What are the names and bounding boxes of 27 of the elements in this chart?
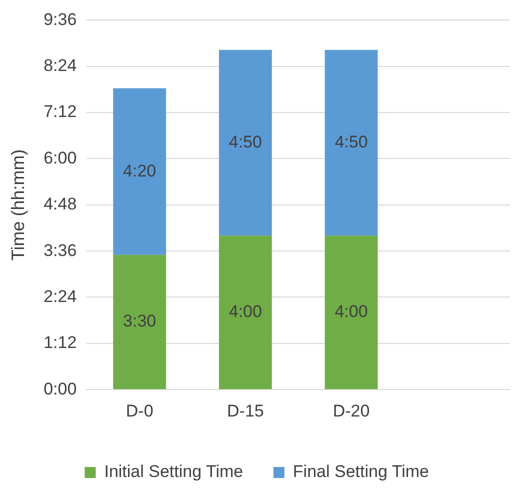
data-label: 4:00 [334, 302, 368, 322]
legend-label: Final Setting Time [292, 462, 429, 482]
y-tick-label: 2:24 [44, 286, 77, 306]
bar [324, 236, 378, 390]
y-tick-label: 3:36 [44, 240, 77, 260]
data-label: 4:50 [228, 132, 262, 152]
bar [324, 50, 378, 236]
bar [218, 50, 272, 236]
data-label: 4:20 [123, 161, 156, 180]
data-label: 3:30 [123, 312, 156, 331]
x-tick-label: D-15 [227, 401, 264, 420]
y-tick-label: 1:12 [44, 333, 77, 352]
x-tick-label: D-0 [126, 401, 154, 420]
y-tick-label: 7:12 [44, 102, 77, 122]
y-tick-label: 4:48 [44, 194, 77, 214]
x-tick-label: D-20 [332, 401, 370, 420]
legend-label: Initial Setting Time [104, 462, 244, 482]
data-label: 4:00 [228, 302, 262, 322]
y-tick-label: 6:00 [44, 148, 77, 168]
bar [113, 88, 166, 255]
bar [113, 254, 166, 390]
bar [218, 236, 272, 390]
y-tick-label: 9:36 [44, 10, 77, 29]
y-tick-label: 0:00 [44, 379, 77, 398]
data-label: 4:50 [334, 132, 368, 152]
y-axis-title: Time (hh:mm) [8, 149, 28, 261]
y-tick-label: 8:24 [44, 56, 77, 76]
